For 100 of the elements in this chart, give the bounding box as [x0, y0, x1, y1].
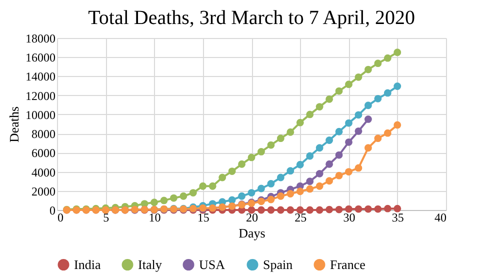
y-tick-label: 6000: [32, 146, 56, 160]
point: [228, 168, 236, 175]
point: [248, 206, 256, 214]
point: [364, 116, 372, 123]
point: [345, 205, 352, 213]
point: [384, 89, 392, 97]
legend-label: Italy: [138, 256, 162, 272]
legend-label: France: [330, 256, 366, 272]
point: [199, 182, 207, 190]
point: [267, 206, 275, 214]
point: [258, 184, 265, 192]
point: [394, 121, 402, 129]
x-tick-label: 15: [197, 210, 210, 224]
point: [374, 94, 382, 102]
point: [345, 119, 352, 127]
x-tick-label: 5: [103, 210, 110, 224]
x-tick-label: 10: [148, 210, 161, 224]
point: [306, 185, 314, 193]
point: [316, 182, 324, 190]
point: [286, 128, 294, 136]
point: [326, 136, 334, 144]
point: [394, 48, 402, 56]
point: [394, 82, 402, 90]
y-tick-label: 14000: [26, 70, 56, 84]
legend-label: Spain: [263, 256, 294, 272]
point: [326, 177, 334, 185]
point: [258, 148, 265, 156]
point: [180, 192, 188, 200]
point: [276, 192, 284, 200]
point: [384, 129, 392, 137]
point: [189, 189, 197, 196]
point: [354, 73, 362, 81]
point: [267, 180, 275, 188]
point: [306, 110, 314, 118]
point: [364, 205, 372, 213]
point: [238, 160, 246, 168]
point: [326, 206, 334, 214]
x-axis-title: Days: [238, 226, 266, 240]
y-tick-label: 8000: [32, 127, 56, 142]
y-tick-label: 2000: [32, 184, 56, 198]
point: [354, 111, 362, 119]
point: [296, 160, 304, 168]
point: [384, 204, 392, 212]
point: [326, 160, 334, 168]
point: [228, 196, 236, 204]
point: [374, 60, 382, 68]
point: [218, 174, 226, 182]
point: [306, 152, 314, 160]
point: [394, 204, 402, 212]
point: [316, 144, 324, 152]
y-tick-label: 12000: [26, 88, 56, 103]
y-tick-label: 18000: [26, 32, 56, 46]
point: [296, 118, 304, 126]
point: [238, 192, 246, 200]
point: [345, 168, 352, 176]
point: [354, 205, 362, 213]
point: [316, 103, 324, 110]
y-tick-label: 4000: [32, 165, 56, 180]
point: [286, 167, 294, 175]
point: [276, 134, 284, 142]
x-tick-label: 20: [246, 210, 258, 224]
point: [364, 144, 372, 152]
point: [248, 154, 256, 162]
x-tick-label: 40: [434, 210, 446, 224]
point: [286, 190, 294, 198]
point: [345, 80, 352, 88]
point: [276, 174, 284, 182]
point: [364, 66, 372, 74]
x-tick-label: 30: [343, 210, 356, 224]
point: [170, 194, 178, 202]
point: [326, 95, 334, 103]
point: [374, 205, 382, 213]
x-tick-label: 35: [392, 210, 404, 224]
point: [345, 138, 352, 146]
y-tick-label: 10000: [26, 108, 56, 122]
point: [286, 206, 294, 214]
point: [335, 128, 343, 136]
legend-label: USA: [199, 256, 226, 272]
point: [354, 164, 362, 172]
point: [374, 134, 382, 142]
point: [316, 206, 324, 214]
point: [306, 178, 314, 186]
point: [335, 87, 343, 95]
point: [316, 170, 324, 178]
point: [267, 141, 275, 149]
point: [296, 206, 304, 214]
point: [335, 172, 343, 180]
y-axis-title: Deaths: [6, 106, 22, 143]
point: [150, 198, 158, 206]
point: [208, 182, 216, 190]
point: [160, 196, 168, 204]
legend-label: India: [74, 256, 101, 272]
point: [276, 206, 284, 214]
point: [248, 189, 256, 196]
point: [335, 151, 343, 159]
point: [335, 206, 343, 214]
chart-title: Total Deaths, 3rd March to 7 April, 2020: [88, 7, 415, 29]
point: [354, 127, 362, 135]
point: [296, 188, 304, 196]
point: [258, 206, 265, 214]
